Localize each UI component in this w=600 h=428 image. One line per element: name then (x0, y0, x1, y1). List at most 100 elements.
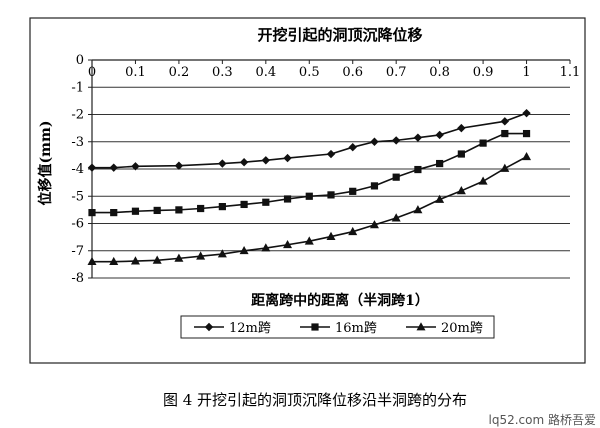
legend-label: 12m跨 (229, 321, 271, 336)
data-point (87, 256, 97, 266)
data-point (109, 163, 118, 172)
data-point (413, 205, 423, 214)
data-point (501, 129, 509, 138)
legend-marker (416, 322, 426, 331)
data-point (283, 153, 292, 163)
data-point (131, 162, 140, 171)
data-point (304, 236, 314, 245)
data-point (413, 133, 423, 142)
data-point (87, 163, 97, 172)
data-point (370, 137, 379, 146)
data-point (152, 255, 162, 264)
data-point (262, 198, 270, 206)
data-point (456, 186, 466, 195)
x-tick-label: 0.9 (473, 65, 494, 80)
data-point (348, 143, 357, 152)
data-point (414, 165, 422, 174)
data-point (305, 192, 313, 200)
data-point (130, 256, 140, 265)
data-point (500, 163, 510, 172)
legend: 12m跨 16m跨 20m跨 (194, 321, 483, 336)
legend-label: 16m跨 (335, 321, 377, 336)
x-tick-label: 0.4 (255, 65, 276, 80)
data-point (391, 136, 401, 145)
chart-title: 开挖引起的洞顶沉降位移 (257, 26, 422, 44)
chart-border (29, 17, 586, 364)
y-tick-label: -5 (71, 189, 84, 204)
data-point (283, 195, 292, 203)
x-tick-label: 0.2 (169, 65, 190, 80)
data-point (326, 231, 336, 240)
data-point (522, 129, 531, 138)
data-point (479, 139, 487, 147)
y-tick-label: -8 (71, 271, 84, 286)
data-point (392, 173, 400, 181)
y-tick-label: -4 (71, 162, 84, 177)
data-point (153, 206, 161, 215)
data-point (457, 123, 466, 133)
y-tick-label: -1 (71, 80, 84, 95)
data-point (435, 194, 445, 203)
data-point (348, 226, 358, 236)
y-axis-label: 位移值(mm) (37, 121, 54, 206)
data-point (436, 159, 444, 168)
x-tick-label: 1 (522, 65, 530, 80)
data-point (369, 220, 379, 229)
data-point (239, 157, 249, 167)
data-point (522, 151, 532, 161)
series-group (87, 108, 532, 266)
data-point (175, 206, 183, 214)
data-point (391, 213, 401, 222)
watermark: lq52.com 路桥吾爱 (489, 412, 596, 427)
axes (88, 59, 571, 279)
data-point (110, 209, 118, 217)
x-tick-label: 0 (88, 65, 96, 80)
data-point (88, 209, 96, 217)
data-point (370, 182, 379, 190)
data-point (261, 243, 271, 252)
series-diamond (87, 108, 531, 172)
data-point (283, 239, 293, 249)
legend-marker (204, 322, 214, 332)
gridlines (92, 59, 570, 279)
x-axis-label: 距离跨中的距离（半洞跨1） (251, 292, 429, 309)
x-tick-label: 0.5 (299, 65, 320, 80)
data-point (261, 156, 271, 165)
x-tick-label: 0.3 (212, 65, 233, 80)
y-tick-label: -7 (71, 244, 84, 259)
data-point (218, 203, 226, 211)
data-point (435, 130, 444, 140)
y-tick-label: -2 (71, 108, 84, 123)
data-point (240, 200, 248, 209)
data-point (109, 256, 119, 266)
x-tick-label: 0.8 (429, 65, 450, 80)
x-tick-label: 1.1 (560, 65, 581, 80)
data-point (349, 187, 357, 195)
y-tick-label: 0 (76, 53, 84, 68)
figure-caption: 图 4 开挖引起的洞顶沉降位移沿半洞跨的分布 (163, 391, 467, 409)
data-point (217, 249, 227, 258)
data-point (522, 108, 531, 118)
series-line (92, 112, 527, 169)
x-tick-label: 0.7 (386, 65, 407, 80)
legend-box (180, 315, 495, 339)
x-tick-label: 0.1 (125, 65, 146, 80)
data-point (327, 191, 335, 199)
series-triangle (87, 151, 532, 266)
data-point (174, 253, 184, 262)
data-point (218, 159, 227, 168)
x-tick-labels: 0 0.1 0.2 0.3 0.4 0.5 0.6 0.7 0.8 0.9 1 1.1 (88, 65, 580, 80)
x-tick-label: 0.6 (342, 65, 363, 80)
data-point (174, 161, 184, 170)
legend-label: 20m跨 (441, 321, 483, 336)
data-point (478, 176, 488, 185)
data-point (197, 204, 205, 213)
data-point (196, 251, 206, 260)
data-point (457, 150, 465, 158)
data-point (326, 149, 336, 159)
y-tick-label: -6 (71, 217, 84, 232)
data-point (239, 245, 249, 255)
data-point (131, 207, 140, 215)
y-tick-labels: 0 -1 -2 -3 -4 -5 -6 -7 -8 (71, 53, 84, 286)
